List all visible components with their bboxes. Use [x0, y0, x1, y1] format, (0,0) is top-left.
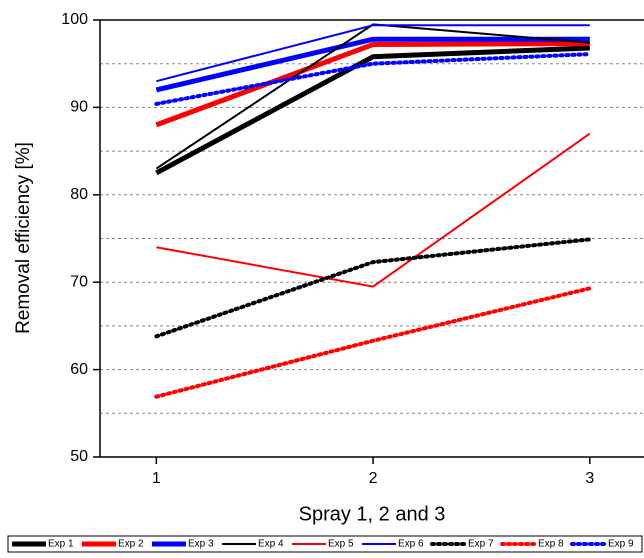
legend-label: Exp 4: [258, 539, 284, 550]
legend-label: Exp 2: [118, 539, 144, 550]
x-tick-label: 2: [369, 470, 378, 487]
x-axis-label: Spray 1, 2 and 3: [299, 503, 446, 525]
x-tick-label: 1: [152, 470, 161, 487]
legend-label: Exp 6: [398, 539, 424, 550]
series-line: [154, 237, 592, 339]
series-line: [155, 45, 590, 176]
y-tick-label: 100: [61, 11, 88, 28]
y-tick-label: 80: [70, 186, 88, 203]
series-line: [154, 286, 592, 399]
legend-label: Exp 1: [48, 539, 74, 550]
series-line: [155, 36, 590, 93]
y-tick-label: 90: [70, 99, 88, 116]
y-tick-label: 50: [70, 448, 88, 465]
legend-label: Exp 9: [608, 539, 634, 550]
legend-label: Exp 8: [538, 539, 564, 550]
y-axis-label: Removal efficiency [%]: [13, 142, 34, 334]
series-line: [156, 24, 590, 83]
y-tick-label: 70: [70, 273, 88, 290]
series-line: [155, 41, 590, 128]
series-line: [154, 52, 592, 106]
series-line: [156, 132, 591, 288]
legend-label: Exp 5: [328, 539, 354, 550]
y-tick-label: 60: [70, 361, 88, 378]
x-tick-label: 3: [585, 470, 594, 487]
legend-label: Exp 3: [188, 539, 214, 550]
legend-label: Exp 7: [468, 539, 494, 550]
legend: Exp 1 Exp 2 Exp 3 Exp 4 Exp 5 Exp 6 Exp 7 Exp 8…: [7, 535, 643, 553]
